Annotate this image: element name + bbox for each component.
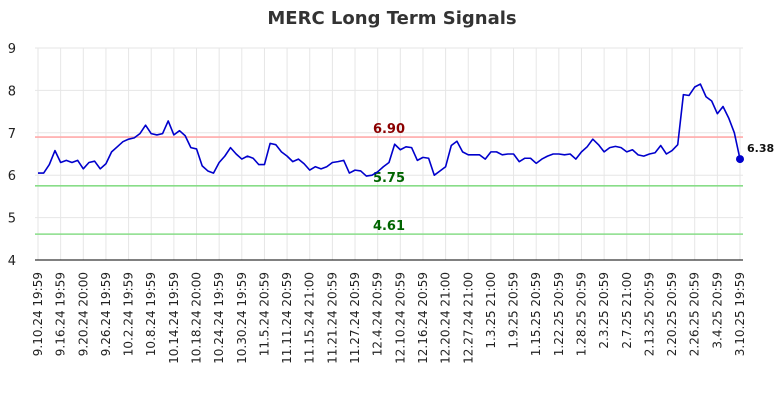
y-tick-label: 6	[8, 169, 16, 184]
x-tick-label: 11.15.24 21:00	[303, 272, 317, 364]
x-tick-label: 10.8.24 19:59	[144, 272, 158, 356]
x-tick-label: 10.18.24 20:00	[190, 272, 204, 364]
x-tick-label: 10.30.24 19:59	[235, 272, 249, 364]
x-tick-label: 12.4.24 20:59	[371, 272, 385, 356]
x-tick-label: 1.3.25 21:00	[484, 272, 498, 349]
x-tick-label: 3.10.25 19:59	[733, 272, 747, 356]
x-tick-label: 10.14.24 19:59	[167, 272, 181, 364]
x-tick-label: 12.27.24 21:00	[461, 272, 475, 364]
x-tick-label: 2.13.25 20:59	[642, 272, 656, 356]
x-tick-label: 2.3.25 20:59	[597, 272, 611, 349]
x-tick-label: 1.22.25 20:59	[552, 272, 566, 356]
resistance-level-label: 6.90	[373, 122, 405, 137]
x-tick-label: 11.5.24 20:59	[257, 272, 271, 356]
y-tick-label: 7	[8, 127, 16, 142]
x-tick-label: 2.7.25 21:00	[620, 272, 634, 349]
last-price-marker	[736, 155, 744, 164]
x-tick-label: 1.9.25 20:59	[507, 272, 521, 349]
x-tick-label: 3.4.25 20:59	[710, 272, 724, 349]
price-series-line	[38, 83, 741, 177]
chart-title: MERC Long Term Signals	[267, 8, 517, 29]
y-tick-label: 4	[8, 254, 16, 269]
x-tick-label: 10.2.24 19:59	[122, 272, 136, 356]
x-tick-label: 12.10.24 20:59	[393, 272, 407, 364]
x-tick-label: 1.15.25 20:59	[529, 272, 543, 356]
x-tick-label: 9.26.24 19:59	[99, 272, 113, 356]
y-tick-label: 9	[8, 42, 16, 57]
x-tick-label: 10.24.24 19:59	[212, 272, 226, 364]
x-tick-label: 9.10.24 19:59	[31, 272, 45, 356]
x-tick-label: 12.16.24 20:59	[416, 272, 430, 364]
x-tick-label: 9.20.24 20:00	[76, 272, 90, 356]
y-tick-label: 8	[8, 84, 16, 99]
last-price-label: 6.38	[747, 142, 774, 155]
support-level-label: 4.61	[373, 219, 405, 234]
x-tick-label: 12.20.24 21:00	[439, 272, 453, 364]
x-tick-label: 11.11.24 20:59	[280, 272, 294, 364]
x-tick-label: 9.16.24 19:59	[54, 272, 68, 356]
y-tick-label: 5	[8, 212, 16, 227]
x-tick-label: 2.26.25 20:59	[688, 272, 702, 356]
x-tick-label: 11.21.24 20:59	[325, 272, 339, 364]
support-level-label: 5.75	[373, 171, 405, 186]
x-tick-label: 1.28.25 20:59	[574, 272, 588, 356]
x-tick-label: 11.27.24 20:59	[348, 272, 362, 364]
x-tick-label: 2.20.25 20:59	[665, 272, 679, 356]
